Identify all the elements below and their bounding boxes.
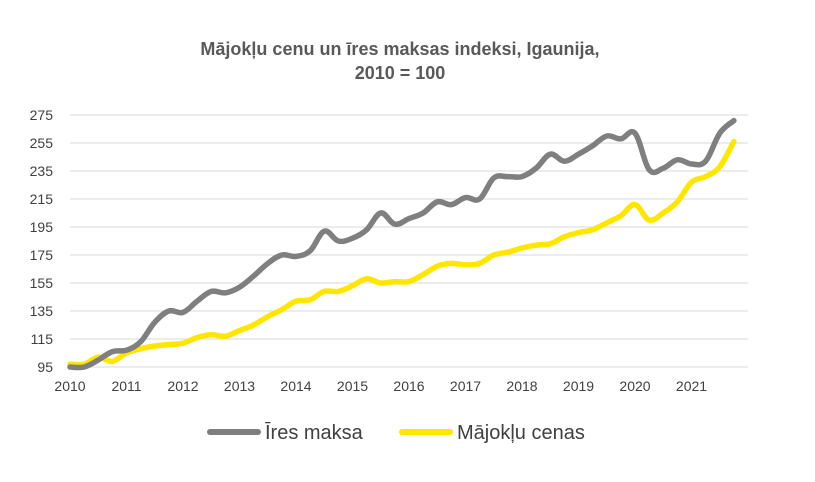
y-tick-label: 215 <box>30 191 54 207</box>
y-tick-label: 195 <box>30 219 54 235</box>
x-tick-label: 2013 <box>224 378 255 394</box>
legend: Īres maksa Mājokļu cenas <box>207 421 585 444</box>
legend-label-majoklu-cenas: Mājokļu cenas <box>457 422 585 444</box>
axis-labels: 95 115 135 155 175 195 215 235 255 275 2010 2011 201… <box>30 107 708 394</box>
x-tick-label: 2010 <box>54 378 85 394</box>
chart-title-line-1: Mājokļu cenu un īres maksas indeksi, Iga… <box>200 39 599 59</box>
y-tick-label: 255 <box>30 135 54 151</box>
series-lines <box>67 117 737 371</box>
x-tick-label: 2018 <box>506 378 537 394</box>
gridlines <box>70 114 748 368</box>
x-tick-label: 2017 <box>450 378 481 394</box>
series-line-ires-maksa <box>67 117 737 371</box>
x-tick-label: 2019 <box>563 378 594 394</box>
x-tick-label: 2011 <box>111 378 141 394</box>
y-tick-label: 155 <box>30 275 54 291</box>
x-tick-label: 2016 <box>393 378 424 394</box>
x-tick-label: 2020 <box>619 378 650 394</box>
x-tick-label: 2015 <box>337 378 368 394</box>
x-tick-label: 2021 <box>676 378 707 394</box>
y-tick-label: 135 <box>30 303 54 319</box>
y-tick-label: 115 <box>31 331 54 347</box>
x-tick-label: 2012 <box>167 378 198 394</box>
y-tick-label: 175 <box>30 247 54 263</box>
y-tick-label: 235 <box>30 163 54 179</box>
x-tick-label: 2014 <box>280 378 311 394</box>
y-tick-label: 275 <box>30 107 54 123</box>
legend-label-ires-maksa: Īres maksa <box>265 421 364 444</box>
series-line-majoklu-cenas <box>67 138 737 368</box>
chart-title-line-2: 2010 = 100 <box>355 63 446 83</box>
y-tick-label: 95 <box>37 359 53 375</box>
